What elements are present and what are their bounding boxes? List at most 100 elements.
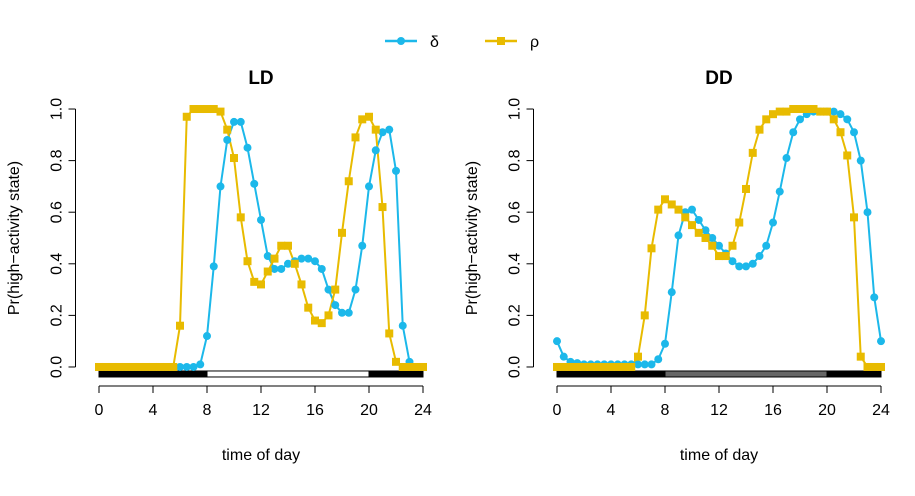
- marker: [331, 301, 340, 310]
- marker: [378, 128, 387, 137]
- series-line: [99, 120, 423, 368]
- marker: [358, 115, 367, 124]
- marker: [748, 259, 757, 268]
- marker: [149, 362, 157, 371]
- marker: [836, 128, 845, 137]
- marker: [850, 128, 858, 137]
- marker: [182, 362, 191, 371]
- marker: [398, 321, 407, 330]
- marker: [257, 280, 265, 289]
- y-tick-label: 0.6: [49, 201, 66, 223]
- marker: [270, 254, 279, 263]
- marker: [762, 241, 771, 250]
- marker: [216, 182, 225, 191]
- marker: [721, 252, 730, 261]
- marker: [782, 154, 791, 163]
- marker: [263, 252, 272, 261]
- marker: [708, 241, 717, 250]
- x-tick-label: 16: [764, 402, 782, 419]
- marker: [311, 257, 319, 266]
- marker: [236, 213, 245, 222]
- marker: [647, 244, 656, 253]
- marker: [715, 241, 723, 250]
- marker: [243, 143, 252, 152]
- marker: [216, 107, 225, 116]
- x-tick-label: 20: [818, 402, 836, 419]
- marker: [566, 362, 575, 371]
- marker: [775, 187, 784, 196]
- marker: [870, 362, 879, 371]
- y-tick-label: 0.4: [507, 253, 524, 275]
- marker: [351, 285, 360, 294]
- marker: [317, 319, 326, 328]
- marker: [203, 105, 211, 114]
- marker: [796, 105, 804, 114]
- legend-label: δ: [430, 34, 439, 51]
- marker: [209, 105, 218, 114]
- marker: [877, 362, 885, 371]
- marker: [640, 360, 649, 369]
- marker: [735, 262, 744, 271]
- x-tick-label: 8: [661, 402, 670, 419]
- marker: [607, 362, 615, 371]
- legend-marker: [497, 37, 505, 45]
- marker: [311, 316, 319, 325]
- marker: [176, 321, 184, 330]
- marker: [223, 135, 232, 144]
- y-tick-label: 0.0: [49, 356, 66, 378]
- marker: [209, 262, 218, 271]
- marker: [324, 285, 333, 294]
- marker: [796, 115, 804, 124]
- marker: [580, 362, 588, 371]
- marker: [573, 362, 582, 371]
- marker: [667, 288, 676, 297]
- y-axis-label: Pr(high−activity state): [6, 161, 23, 315]
- marker: [802, 105, 811, 114]
- light-bar: [368, 370, 424, 378]
- light-bar: [826, 370, 882, 378]
- marker: [203, 332, 211, 341]
- marker: [412, 362, 421, 371]
- marker: [701, 234, 710, 242]
- marker: [344, 308, 353, 317]
- marker: [128, 362, 137, 371]
- x-tick-label: 16: [306, 402, 324, 419]
- marker: [385, 329, 394, 338]
- marker: [371, 146, 380, 155]
- marker: [142, 362, 151, 371]
- marker: [742, 184, 750, 193]
- marker: [304, 303, 313, 312]
- marker: [108, 362, 117, 371]
- marker: [250, 277, 259, 286]
- x-tick-label: 20: [360, 402, 378, 419]
- marker: [115, 362, 124, 371]
- panel-title: DD: [705, 68, 732, 89]
- marker: [189, 105, 198, 114]
- marker: [371, 125, 380, 134]
- series-line: [557, 108, 881, 368]
- x-tick-label: 12: [710, 402, 728, 419]
- marker: [809, 105, 818, 114]
- marker: [661, 195, 669, 204]
- marker: [344, 177, 353, 186]
- marker: [290, 259, 299, 268]
- marker: [661, 339, 669, 348]
- marker: [620, 362, 629, 371]
- marker: [189, 362, 198, 371]
- marker: [681, 213, 690, 222]
- marker: [553, 337, 561, 346]
- x-tick-label: 12: [252, 402, 270, 419]
- marker: [95, 362, 103, 371]
- marker: [728, 241, 737, 250]
- marker: [385, 125, 394, 134]
- marker: [769, 110, 777, 119]
- marker: [863, 208, 872, 217]
- marker: [843, 115, 852, 124]
- marker: [338, 308, 346, 317]
- marker: [270, 264, 279, 273]
- marker: [331, 285, 340, 294]
- marker: [122, 362, 130, 371]
- marker: [304, 254, 313, 263]
- marker: [877, 337, 885, 346]
- marker: [135, 362, 144, 371]
